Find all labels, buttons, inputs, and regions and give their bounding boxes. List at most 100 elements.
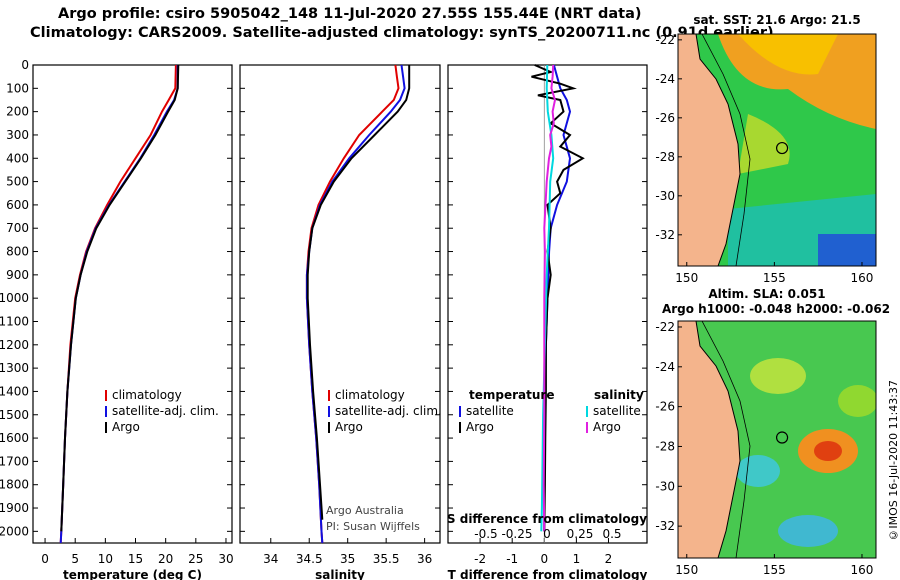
- land-australia: [678, 34, 741, 266]
- sla-low-south: [778, 515, 838, 547]
- legend-label: satellite-adj. clim.: [112, 404, 219, 418]
- mid-water-region: [738, 114, 790, 174]
- annotation-argo-australia: Argo Australia: [326, 504, 404, 517]
- legend-label: Argo: [466, 420, 494, 434]
- x-tick-label: 0: [540, 552, 548, 566]
- x-tick-label: 30: [218, 552, 233, 566]
- series-argo: [306, 65, 411, 520]
- x-axis-label: T difference from climatology: [448, 568, 648, 580]
- legend-label: Argo: [112, 420, 140, 434]
- map-field: [678, 321, 876, 558]
- y-tick-label: 1400: [0, 384, 29, 398]
- top-tick-label: 0.5: [602, 527, 621, 541]
- x-tick-label: 10: [98, 552, 113, 566]
- lat-tick-label: -26: [655, 400, 675, 414]
- plot-frame: [239, 64, 441, 544]
- legend-label: satellite-adj. clim.: [335, 404, 442, 418]
- lat-tick-label: -28: [655, 439, 675, 453]
- warm-water-region: [718, 34, 876, 129]
- x-tick-label: 34: [263, 552, 278, 566]
- x-tick-label: 0: [41, 552, 49, 566]
- sst-map-title: sat. SST: 21.6 Argo: 21.5: [693, 13, 860, 27]
- y-tick-label: 1700: [0, 454, 29, 468]
- lat-tick-label: -22: [655, 320, 675, 334]
- title-line-2: Climatology: CARS2009. Satellite-adjuste…: [30, 25, 774, 41]
- lon-tick-label: 150: [675, 563, 698, 577]
- legend-label: satellite: [593, 404, 641, 418]
- land-australia: [678, 321, 741, 558]
- sla-map-title: Altim. SLA: 0.051: [708, 287, 825, 301]
- sla-mid: [750, 358, 806, 394]
- top-tick-label: -0.25: [501, 527, 532, 541]
- lat-tick-label: -24: [655, 360, 675, 374]
- lon-tick-label: 150: [675, 271, 698, 285]
- lon-tick-label: 160: [851, 563, 874, 577]
- top-tick-label: 0.25: [567, 527, 594, 541]
- y-tick-label: 200: [6, 105, 29, 119]
- x-tick-label: 36: [417, 552, 432, 566]
- title-line-1: Argo profile: csiro 5905042_148 11-Jul-2…: [58, 6, 642, 22]
- y-tick-label: 1600: [0, 431, 29, 445]
- difference-panel: -2 -1 0 1 2 T difference from climatology S di…: [447, 64, 648, 580]
- y-tick-label: 1200: [0, 338, 29, 352]
- lat-tick-label: -26: [655, 111, 675, 125]
- sla-mid-east: [838, 385, 876, 417]
- x-tick-label: 34.5: [296, 552, 323, 566]
- y-tick-label: 1500: [0, 408, 29, 422]
- y-tick-label: 1800: [0, 478, 29, 492]
- lon-tick-label: 160: [851, 271, 874, 285]
- y-tick-label: 600: [6, 198, 29, 212]
- x-tick-label: 35: [340, 552, 355, 566]
- x-tick-label: 20: [158, 552, 173, 566]
- legend-label: Argo: [593, 420, 621, 434]
- map-frame: [677, 33, 877, 267]
- y-tick-label: 0: [21, 58, 29, 72]
- coldest-water-region: [818, 234, 876, 266]
- legend-header-salinity: salinity: [594, 388, 644, 402]
- y-tick-label: 1100: [0, 314, 29, 328]
- x-tick-label: -2: [474, 552, 486, 566]
- copyright-stamp: ©IMOS 16-Jul-2020 11:43:37: [887, 380, 900, 542]
- lat-tick-label: -28: [655, 150, 675, 164]
- y-tick-label: 300: [6, 128, 29, 142]
- argo-position-marker: [775, 431, 789, 444]
- legend-label: climatology: [335, 388, 405, 402]
- temperature-panel: 0100200300400500600700800900100011001200…: [0, 58, 234, 580]
- lon-tick-label: 155: [763, 563, 786, 577]
- legend-label: climatology: [112, 388, 182, 402]
- x-tick-label: 2: [605, 552, 613, 566]
- legend-label: satellite: [466, 404, 514, 418]
- x-tick-label: -1: [506, 552, 518, 566]
- legend-label: Argo: [335, 420, 363, 434]
- x-tick-label: 15: [128, 552, 143, 566]
- lat-tick-label: -30: [655, 189, 675, 203]
- warmest-water-region: [738, 34, 838, 75]
- series-s-argo: [542, 64, 557, 532]
- y-tick-label: 2000: [0, 524, 29, 538]
- annotation-pi: PI: Susan Wijffels: [326, 520, 420, 533]
- sst-map: -22 -24 -26 -28 -30 -32 150 155 160 sat. SST: 21.…: [655, 13, 877, 285]
- sla-low: [736, 455, 780, 487]
- x-tick-label: 1: [573, 552, 581, 566]
- y-tick-label: 1300: [0, 361, 29, 375]
- sla-map: -22 -24 -26 -28 -30 -32 150 155 160 Altim. SLA: 0…: [655, 287, 890, 577]
- series-argo: [60, 64, 180, 532]
- shelf-contour: [701, 321, 751, 558]
- lat-tick-label: -22: [655, 33, 675, 47]
- map-field: [678, 34, 876, 266]
- y-tick-label: 1000: [0, 291, 29, 305]
- sla-peak: [814, 441, 842, 461]
- x-axis-label: temperature (deg C): [63, 568, 202, 580]
- top-axis-label: S difference from climatology: [447, 512, 647, 526]
- lat-tick-label: -30: [655, 479, 675, 493]
- salinity-panel: 34 34.5 35 35.5 36 salinity climatology satelli…: [239, 64, 442, 580]
- top-tick-label: 0: [543, 527, 551, 541]
- lat-tick-label: -24: [655, 72, 675, 86]
- top-tick-label: -0.5: [474, 527, 497, 541]
- x-axis-label: salinity: [315, 568, 365, 580]
- x-tick-label: 25: [188, 552, 203, 566]
- legend-header-temperature: temperature: [469, 388, 554, 402]
- lon-tick-label: 155: [763, 271, 786, 285]
- sla-map-subtitle: Argo h1000: -0.048 h2000: -0.062: [662, 302, 890, 316]
